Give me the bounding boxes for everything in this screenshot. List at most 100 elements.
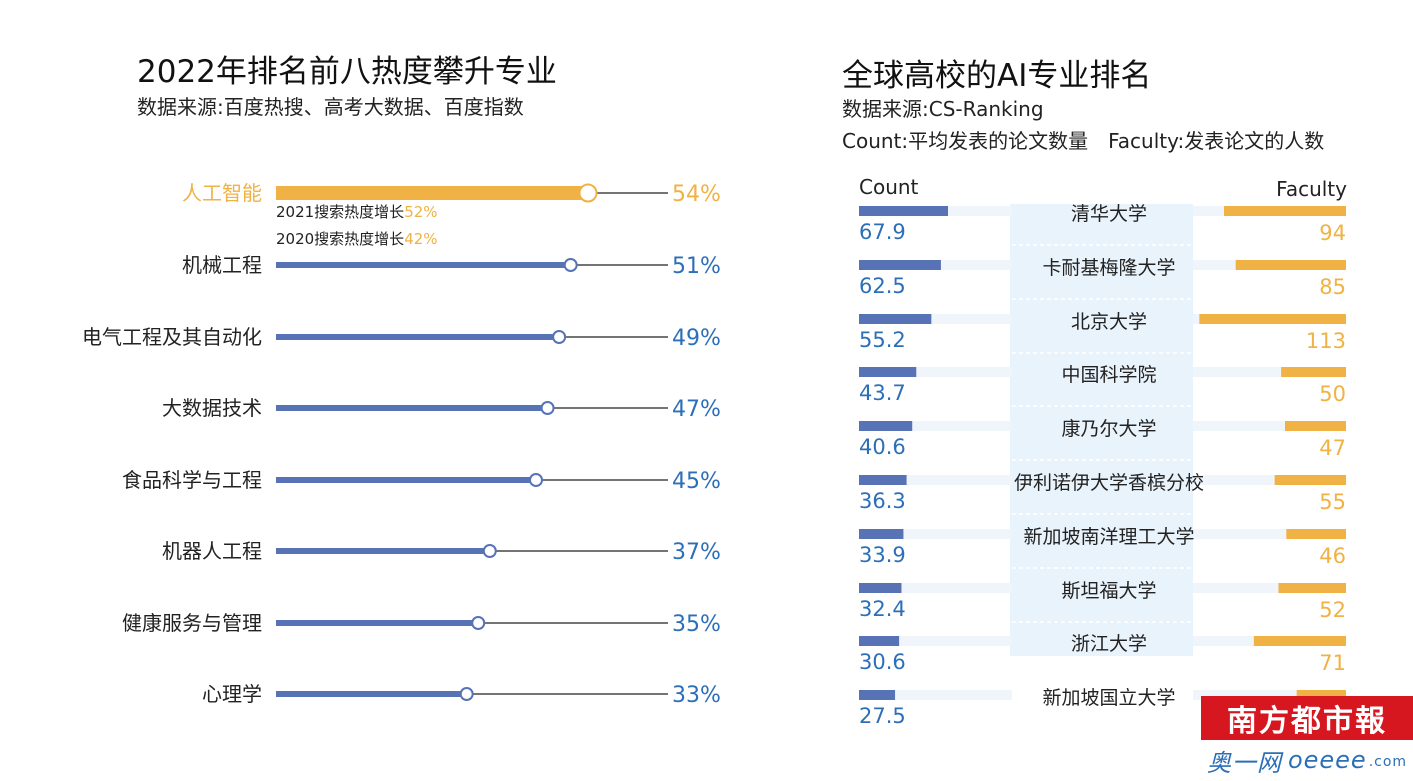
faculty-track <box>1193 367 1346 377</box>
university-name: 伊利诺伊大学香槟分校 <box>1014 472 1204 494</box>
faculty-value-label: 71 <box>1319 651 1346 675</box>
category-label: 大数据技术 <box>162 396 262 420</box>
count-track <box>859 421 1012 431</box>
count-track <box>859 583 1012 593</box>
university-name: 新加坡国立大学 <box>1042 687 1175 709</box>
count-value-label: 36.3 <box>859 489 906 513</box>
note-2021: 2021搜索热度增长52% <box>276 201 438 222</box>
category-label: 人工智能 <box>182 181 262 205</box>
lollipop-dot <box>540 401 555 415</box>
lollipop-bar <box>276 620 479 626</box>
count-bar <box>859 529 904 539</box>
lollipop-bar <box>276 262 571 268</box>
lollipop-bar <box>276 548 490 554</box>
category-label: 机器人工程 <box>162 539 262 563</box>
count-track <box>859 475 1012 485</box>
university-name: 斯坦福大学 <box>1061 580 1156 602</box>
count-value-label: 43.7 <box>859 381 906 405</box>
count-track <box>859 529 1012 539</box>
faculty-track <box>1193 475 1346 485</box>
site-domain: .com <box>1368 754 1408 770</box>
faculty-bar <box>1281 367 1346 377</box>
category-label: 健康服务与管理 <box>122 611 262 635</box>
right-university-chart: Count Faculty 清华大学 67.9 94 卡耐基梅隆大学 62.5 85 北京大学 5… <box>859 175 1347 728</box>
note-2020-value: 42% <box>404 230 438 248</box>
count-track <box>859 314 1012 324</box>
count-bar <box>859 314 932 324</box>
value-label: 37% <box>672 540 721 565</box>
left-chart-title: 2022年排名前八热度攀升专业 <box>137 54 557 90</box>
university-name: 新加坡南洋理工大学 <box>1023 526 1194 548</box>
value-label: 47% <box>672 397 721 422</box>
university-name: 中国科学院 <box>1061 364 1156 386</box>
faculty-bar <box>1285 421 1346 431</box>
count-value-label: 33.9 <box>859 543 906 567</box>
value-label: 51% <box>672 254 721 279</box>
lollipop-bar <box>276 334 560 340</box>
category-label: 食品科学与工程 <box>122 468 262 492</box>
university-name-panel <box>1010 204 1193 656</box>
count-bar <box>859 636 900 646</box>
value-label: 35% <box>672 612 721 637</box>
count-value-label: 30.6 <box>859 650 906 674</box>
lollipop-dot <box>552 330 567 344</box>
count-bar <box>859 260 941 270</box>
count-bar <box>859 421 913 431</box>
left-lollipop-chart: 人工智能 54% 机械工程 51% 电气工程及其自动化 49% 大数据技术 47% 食品科学与工… <box>82 181 721 708</box>
note-2020-prefix: 2020搜索热度增长 <box>276 230 405 248</box>
lollipop-dot <box>529 473 543 487</box>
count-value-label: 40.6 <box>859 435 906 459</box>
right-chart-legend-note: Count:平均发表的论文数量 Faculty:发表论文的人数 <box>842 129 1325 153</box>
note-2021-value: 52% <box>404 203 438 221</box>
lollipop-dot <box>578 183 598 203</box>
faculty-bar <box>1278 583 1346 593</box>
count-bar <box>859 583 902 593</box>
university-name: 清华大学 <box>1071 203 1147 225</box>
left-chart-source: 数据来源:百度热搜、高考大数据、百度指数 <box>137 95 524 119</box>
site-name-en: oeeee <box>1287 746 1367 774</box>
faculty-bar <box>1235 260 1346 270</box>
faculty-bar <box>1274 475 1346 485</box>
count-value-label: 55.2 <box>859 328 906 352</box>
faculty-value-label: 94 <box>1319 221 1346 245</box>
faculty-value-label: 50 <box>1319 382 1346 406</box>
category-label: 心理学 <box>202 682 262 706</box>
count-legend-label: Count <box>859 175 919 199</box>
university-name: 浙江大学 <box>1071 633 1147 655</box>
newspaper-logo: 南方都市報 <box>1201 696 1413 740</box>
count-track <box>859 367 1012 377</box>
university-name: 北京大学 <box>1071 311 1147 333</box>
count-bar <box>859 367 917 377</box>
count-value-label: 27.5 <box>859 704 906 728</box>
faculty-bar <box>1199 314 1346 324</box>
lollipop-dot <box>471 616 486 630</box>
count-bar <box>859 690 896 700</box>
category-label: 机械工程 <box>182 253 262 277</box>
faculty-bar <box>1286 529 1346 539</box>
faculty-track <box>1193 690 1346 700</box>
value-label: 33% <box>672 683 721 708</box>
lollipop-bar <box>276 405 548 411</box>
faculty-bar <box>1253 636 1346 646</box>
faculty-value-label: 85 <box>1319 275 1346 299</box>
faculty-track <box>1193 421 1346 431</box>
faculty-track <box>1193 583 1346 593</box>
lollipop-bar <box>276 477 536 483</box>
count-value-label: 62.5 <box>859 274 906 298</box>
category-label: 电气工程及其自动化 <box>82 325 262 349</box>
right-chart-source: 数据来源:CS-Ranking <box>842 97 1044 121</box>
lollipop-dot <box>563 258 578 272</box>
count-value-label: 32.4 <box>859 597 906 621</box>
count-bar <box>859 475 907 485</box>
value-label: 54% <box>672 182 721 207</box>
count-track <box>859 690 1012 700</box>
faculty-value-label: 113 <box>1306 329 1346 353</box>
faculty-value-label: 55 <box>1319 490 1346 514</box>
note-2020: 2020搜索热度增长42% <box>276 228 438 249</box>
count-track <box>859 636 1012 646</box>
note-2021-prefix: 2021搜索热度增长 <box>276 203 405 221</box>
faculty-legend-label: Faculty <box>1276 177 1347 201</box>
faculty-track <box>1193 529 1346 539</box>
university-name: 康乃尔大学 <box>1061 418 1156 440</box>
lollipop-dot <box>459 687 474 701</box>
